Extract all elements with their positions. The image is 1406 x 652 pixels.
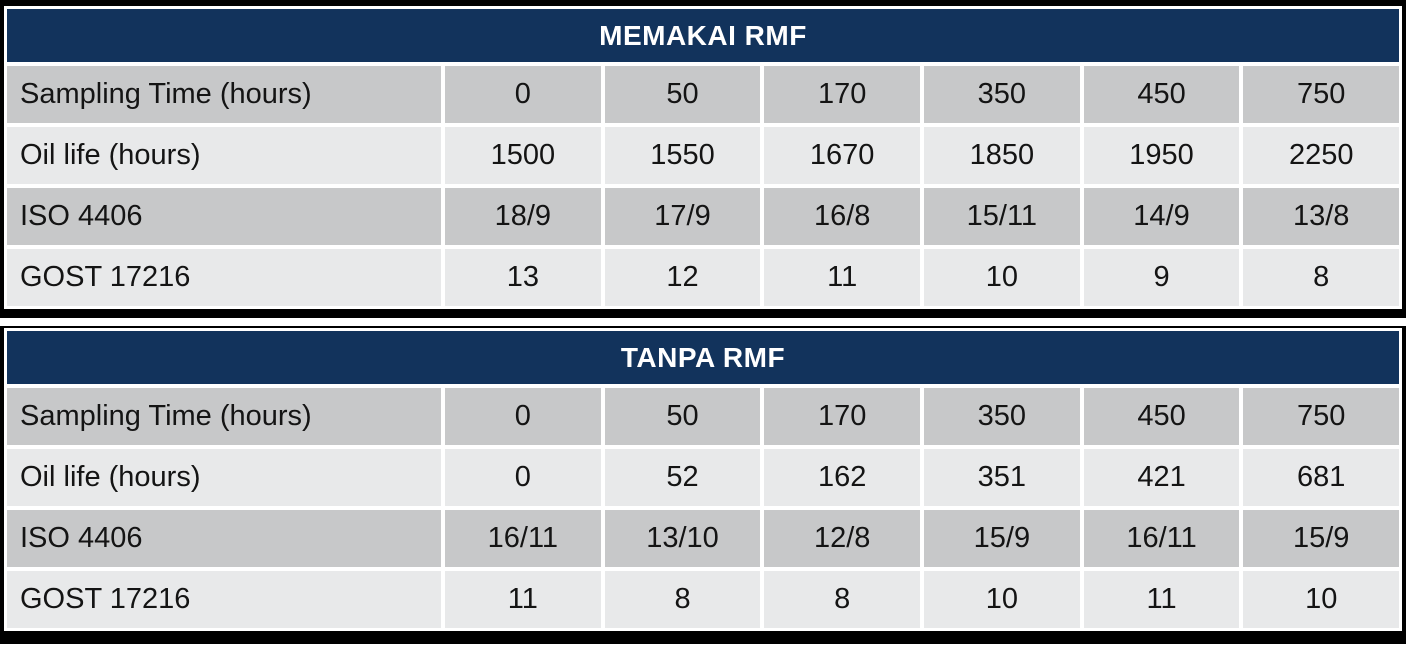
data-cell: 18/9 xyxy=(445,188,601,245)
data-cell: 10 xyxy=(924,571,1080,628)
data-cell: 450 xyxy=(1083,66,1240,123)
data-cell: 16/11 xyxy=(1083,510,1240,567)
table-row: ISO 4406 18/9 17/9 16/8 15/11 14/9 13/8 xyxy=(7,188,1400,245)
data-cell: 13/8 xyxy=(1243,188,1400,245)
row-label: ISO 4406 xyxy=(7,188,441,245)
data-cell: 681 xyxy=(1243,449,1400,506)
row-label: GOST 17216 xyxy=(7,571,441,628)
table-row: Sampling Time (hours) 0 50 170 350 450 750 xyxy=(7,388,1400,445)
data-cell: 350 xyxy=(924,388,1080,445)
data-cell: 13/10 xyxy=(604,510,761,567)
data-cell: 9 xyxy=(1083,249,1240,306)
data-cell: 1500 xyxy=(445,127,601,184)
data-cell: 162 xyxy=(764,449,921,506)
data-cell: 15/11 xyxy=(924,188,1080,245)
table-grid-tanpa: Sampling Time (hours) 0 50 170 350 450 750 Oil … xyxy=(7,388,1400,628)
row-label: Sampling Time (hours) xyxy=(7,66,441,123)
data-cell: 1850 xyxy=(924,127,1080,184)
row-label: Sampling Time (hours) xyxy=(7,388,441,445)
data-cell: 170 xyxy=(764,66,921,123)
data-cell: 0 xyxy=(445,66,601,123)
table-title-tanpa-rmf: TANPA RMF xyxy=(7,331,1399,384)
data-cell: 1670 xyxy=(764,127,921,184)
table-tanpa-rmf: TANPA RMF Sampling Time (hours) 0 50 170 350… xyxy=(0,326,1406,644)
data-cell: 11 xyxy=(764,249,921,306)
data-cell: 11 xyxy=(445,571,601,628)
table-row: ISO 4406 16/11 13/10 12/8 15/9 16/11 15/9 xyxy=(7,510,1400,567)
data-cell: 50 xyxy=(604,66,761,123)
table-row: Oil life (hours) 1500 1550 1670 1850 1950 2250 xyxy=(7,127,1400,184)
data-cell: 15/9 xyxy=(1243,510,1400,567)
data-cell: 0 xyxy=(445,388,601,445)
data-cell: 10 xyxy=(1243,571,1400,628)
data-cell: 350 xyxy=(924,66,1080,123)
table-title-memakai-rmf: MEMAKAI RMF xyxy=(7,9,1399,62)
data-cell: 12/8 xyxy=(764,510,921,567)
data-cell: 750 xyxy=(1243,66,1400,123)
table-row: Sampling Time (hours) 0 50 170 350 450 750 xyxy=(7,66,1400,123)
data-cell: 16/11 xyxy=(445,510,601,567)
table-row: GOST 17216 11 8 8 10 11 10 xyxy=(7,571,1400,628)
data-cell: 12 xyxy=(604,249,761,306)
data-cell: 14/9 xyxy=(1083,188,1240,245)
data-cell: 421 xyxy=(1083,449,1240,506)
table-grid-memakai: Sampling Time (hours) 0 50 170 350 450 750 Oil … xyxy=(7,66,1400,306)
data-cell: 13 xyxy=(445,249,601,306)
data-cell: 170 xyxy=(764,388,921,445)
data-cell: 0 xyxy=(445,449,601,506)
table-memakai-rmf: MEMAKAI RMF Sampling Time (hours) 0 50 170 3… xyxy=(0,0,1406,318)
data-cell: 750 xyxy=(1243,388,1400,445)
data-cell: 15/9 xyxy=(924,510,1080,567)
table-row: GOST 17216 13 12 11 10 9 8 xyxy=(7,249,1400,306)
row-label: GOST 17216 xyxy=(7,249,441,306)
data-cell: 8 xyxy=(1243,249,1400,306)
data-cell: 11 xyxy=(1083,571,1240,628)
row-label: Oil life (hours) xyxy=(7,127,441,184)
data-cell: 8 xyxy=(604,571,761,628)
data-cell: 1550 xyxy=(604,127,761,184)
table-row: Oil life (hours) 0 52 162 351 421 681 xyxy=(7,449,1400,506)
data-cell: 450 xyxy=(1083,388,1240,445)
data-cell: 1950 xyxy=(1083,127,1240,184)
data-cell: 10 xyxy=(924,249,1080,306)
data-cell: 52 xyxy=(604,449,761,506)
data-cell: 351 xyxy=(924,449,1080,506)
data-cell: 16/8 xyxy=(764,188,921,245)
row-label: Oil life (hours) xyxy=(7,449,441,506)
data-cell: 17/9 xyxy=(604,188,761,245)
row-label: ISO 4406 xyxy=(7,510,441,567)
data-cell: 8 xyxy=(764,571,921,628)
data-cell: 50 xyxy=(604,388,761,445)
data-cell: 2250 xyxy=(1243,127,1400,184)
